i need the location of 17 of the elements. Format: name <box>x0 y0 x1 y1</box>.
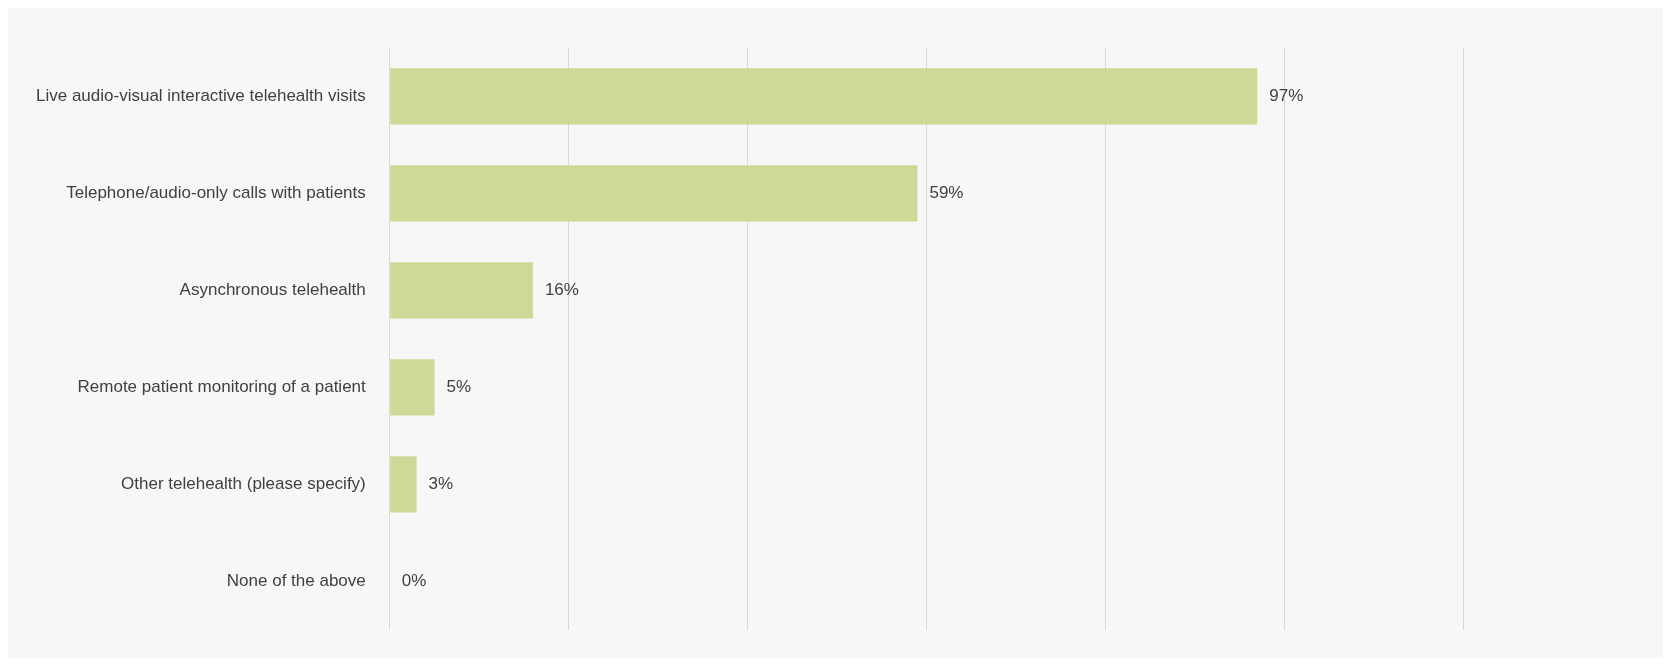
data-label: 16% <box>544 280 579 300</box>
y-tick-label: Asynchronous telehealth <box>179 280 366 300</box>
bar <box>390 68 1258 125</box>
data-label: 97% <box>1269 86 1304 106</box>
data-label: 5% <box>446 377 472 397</box>
data-label: 3% <box>428 474 454 494</box>
y-tick-label: Live audio-visual interactive telehealth visits <box>35 86 366 106</box>
bar <box>390 165 918 222</box>
bar <box>390 359 435 416</box>
y-tick-label: None of the above <box>226 571 366 590</box>
data-label: 59% <box>929 183 964 203</box>
y-tick-label: Remote patient monitoring of a patient <box>77 377 367 397</box>
bar <box>390 456 417 513</box>
bar <box>390 262 533 319</box>
data-label: 0% <box>401 571 427 590</box>
y-tick-label: Telephone/audio-only calls with patients <box>66 183 366 203</box>
y-tick-label: Other telehealth (please specify) <box>121 474 366 494</box>
